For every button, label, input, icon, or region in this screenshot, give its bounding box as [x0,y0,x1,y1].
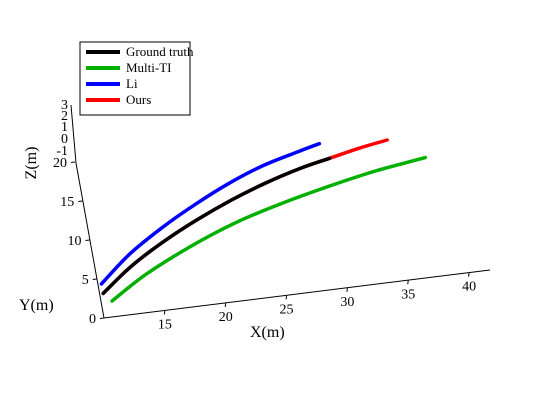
series-group [99,138,428,303]
x-tick-mark [163,310,166,315]
x-axis-label: X(m) [250,324,285,341]
x-tick-mark [407,280,409,285]
legend-box [79,41,191,116]
series-line-ground-truth [101,156,332,296]
y-tick-mark [85,239,90,241]
x-tick-label: 40 [462,280,476,295]
y-tick-label: 15 [60,195,74,210]
y-tick-mark [99,317,105,319]
y-tick-label: 0 [89,312,96,327]
z-tick-label: 0 [61,132,68,147]
y-tick-label: 5 [82,273,89,288]
x-tick-mark [468,272,470,277]
series-line-multi-ti [110,155,428,303]
y-tick-label: 20 [53,156,67,171]
z-axis-label: Z(m) [23,147,40,180]
y-axis-line [75,162,105,319]
y-tick-mark [70,161,76,163]
legend-label-li: Li [126,76,138,91]
x-tick-mark [285,295,288,300]
x-tick-label: 20 [219,310,233,325]
x-tick-label: 35 [401,287,415,302]
z-tick-label: 3 [61,98,68,113]
x-tick-label: 30 [340,295,354,310]
z-tick-label: 2 [61,109,68,124]
series-line-li [99,141,322,286]
y-tick-mark [78,200,83,202]
x-tick-mark [224,302,227,307]
y-tick-mark [92,278,97,280]
y-tick-label: 10 [68,234,82,249]
y-axis-label: Y(m) [19,297,54,314]
z-axis-line [70,104,77,164]
x-tick-label: 25 [280,302,294,317]
legend-label-ground-truth: Ground truth [126,44,194,59]
x-tick-mark [346,287,348,292]
legend-label-multi-ti: Multi-TI [126,60,172,75]
x-axis-line [103,269,491,319]
z-tick-label: 1 [61,120,68,135]
axes [70,104,491,319]
z-tick-label: -1 [56,144,68,159]
legend-label-ours: Ours [126,92,151,107]
x-tick-label: 15 [158,317,172,332]
